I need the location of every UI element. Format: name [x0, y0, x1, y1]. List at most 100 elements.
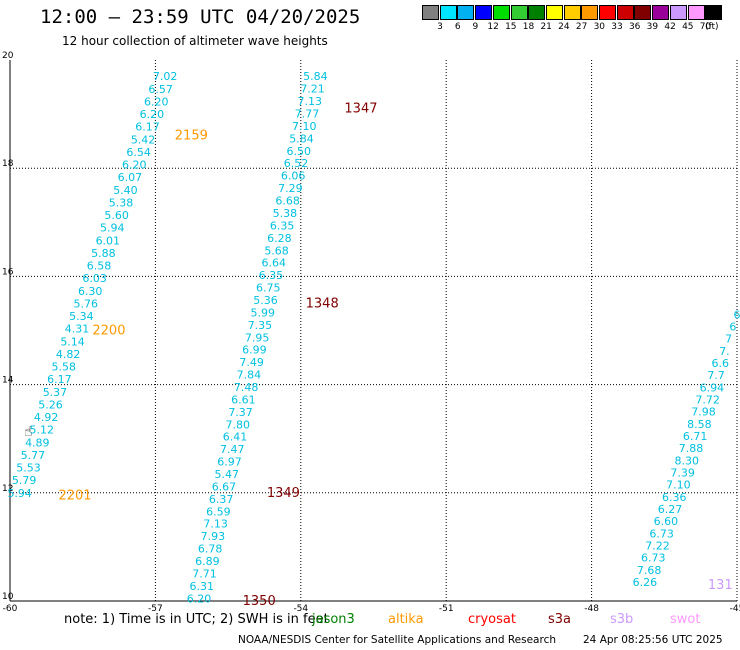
legend-label: 33 — [611, 22, 623, 32]
wave-height-label: 6.06 — [281, 170, 306, 183]
wave-height-label: 7.95 — [245, 331, 270, 344]
pass-time-label: 1349 — [267, 486, 300, 501]
lon-tick-label: -57 — [148, 604, 163, 614]
legend-unit: (ft) — [705, 22, 719, 32]
wave-height-label: 6.36 — [662, 491, 687, 504]
legend-swatch — [616, 5, 634, 20]
legend-swatch — [475, 5, 493, 20]
wave-height-label: 5.94 — [7, 487, 32, 500]
wave-height-label: 5.38 — [109, 196, 134, 209]
wave-height-label: 5.37 — [43, 386, 68, 399]
legend-label: 24 — [558, 22, 570, 32]
wave-height-label: 4.31 — [65, 323, 90, 336]
wave-height-label: 6.31 — [190, 580, 215, 593]
legend-swatch — [581, 5, 599, 20]
wave-height-label: 7.13 — [203, 518, 228, 531]
wave-height-label: 6.17 — [47, 373, 72, 386]
legend-swatch — [687, 5, 705, 20]
wave-height-label: 6.54 — [126, 146, 151, 159]
pass-time-label: 2159 — [175, 129, 208, 144]
wave-height-label: 6.64 — [262, 257, 287, 270]
wave-height-label: 5.99 — [250, 306, 275, 319]
pass-time-label: 2201 — [58, 489, 91, 504]
legend-label: 30 — [593, 22, 606, 32]
wave-height-label: 7.48 — [234, 381, 259, 394]
wave-height-label: 7 — [725, 333, 732, 346]
wave-height-label: 7.37 — [228, 406, 253, 419]
wave-height-label: 6.60 — [654, 515, 679, 528]
satellite-legend-item: s3a — [548, 612, 572, 627]
lat-tick-label: 16 — [2, 267, 14, 277]
wave-height-label: 6.78 — [198, 543, 223, 556]
legend-label: 45 — [682, 22, 694, 32]
legend-swatch — [492, 5, 510, 20]
wave-height-label: 5.38 — [273, 207, 298, 220]
lon-tick-label: -51 — [439, 604, 454, 614]
legend-swatch — [457, 5, 475, 20]
wave-height-label: 6 — [734, 308, 740, 321]
lon-tick-label: -54 — [293, 604, 308, 614]
wave-height-label: 7.35 — [248, 319, 273, 332]
wave-height-label: 6.73 — [641, 552, 666, 565]
wave-height-label: 6.07 — [118, 171, 143, 184]
wave-height-label: 7.88 — [679, 442, 704, 455]
wave-height-label: 5.60 — [104, 209, 129, 222]
wave-height-label: 5.12 — [29, 424, 54, 437]
wave-height-label: 4.89 — [25, 436, 50, 449]
wave-height-label: 6.59 — [206, 505, 231, 518]
wave-height-label: 7.47 — [220, 443, 245, 456]
wave-height-label: 6.61 — [231, 393, 256, 406]
lat-tick-label: 14 — [2, 376, 14, 386]
wave-height-label: 8.30 — [675, 454, 700, 467]
wave-height-label: 6.35 — [259, 269, 284, 282]
legend-label: 21 — [540, 22, 552, 32]
legend-swatch — [599, 5, 616, 20]
wave-height-label: 5.76 — [74, 297, 99, 310]
legend-swatch — [652, 5, 670, 20]
wave-height-label: 7.98 — [691, 406, 716, 419]
legend-swatch — [422, 5, 439, 20]
legend-label: 6 — [454, 22, 461, 32]
legend-label: 39 — [646, 22, 659, 32]
generation-timestamp: 24 Apr 08:25:56 UTC 2025 — [583, 634, 723, 646]
wave-height-label: 5.94 — [100, 222, 125, 235]
wave-height-label: 6.37 — [209, 493, 234, 506]
footer-note: note: 1) Time is in UTC; 2) SWH is in fe… — [64, 612, 329, 627]
wave-height-label: 6.20 — [122, 159, 147, 172]
satellite-legend-item: swot — [670, 612, 701, 627]
wave-height-label: 5.40 — [113, 184, 138, 197]
wave-height-label: 5.36 — [253, 294, 278, 307]
wave-height-label: 6.20 — [140, 108, 165, 121]
wave-height-label: 6.99 — [242, 344, 267, 357]
page-subtitle: 12 hour collection of altimeter wave hei… — [62, 34, 328, 48]
wave-height-label: 5.14 — [60, 335, 85, 348]
page-title: 12:00 – 23:59 UTC 04/20/2025 — [40, 6, 361, 28]
wave-height-label: 6.26 — [633, 576, 658, 589]
wave-height-label: 4.82 — [56, 348, 81, 361]
wave-height-label: 5.34 — [69, 310, 94, 323]
wave-height-label: 7.80 — [226, 418, 251, 431]
wave-height-label: 6.73 — [649, 527, 674, 540]
legend-label: 12 — [487, 22, 499, 32]
wave-height-label: 6.67 — [212, 480, 237, 493]
wave-height-label: 6.52 — [284, 157, 309, 170]
legend-swatch — [669, 5, 687, 20]
credit-text: NOAA/NESDIS Center for Satellite Applica… — [238, 634, 556, 646]
lon-tick-label: -60 — [3, 604, 18, 614]
wave-height-label: 5.26 — [38, 398, 63, 411]
wave-height-label: 7.71 — [192, 567, 217, 580]
wave-height-label: 6.41 — [223, 431, 248, 444]
wave-height-label: 6.57 — [148, 83, 173, 96]
wave-height-label: 8.58 — [687, 418, 712, 431]
lon-tick-label: -48 — [584, 604, 599, 614]
legend-swatch — [439, 5, 457, 20]
wave-height-label: 7.84 — [237, 369, 262, 382]
wave-height-label: 4.92 — [34, 411, 59, 424]
wave-height-label: 5.42 — [131, 133, 156, 146]
wave-height-label: 6.17 — [135, 121, 160, 134]
legend-label: 27 — [575, 22, 588, 32]
legend-swatch — [563, 5, 581, 20]
pointer-cursor-icon: ☝ — [24, 424, 33, 440]
wave-height-label: 7. — [719, 345, 730, 358]
